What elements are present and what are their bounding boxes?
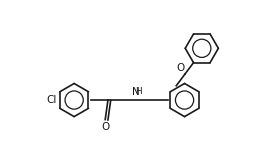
Text: H: H [135, 87, 141, 96]
Text: O: O [177, 63, 185, 73]
Text: O: O [101, 122, 109, 132]
Text: N: N [132, 87, 140, 97]
Text: Cl: Cl [46, 95, 56, 105]
